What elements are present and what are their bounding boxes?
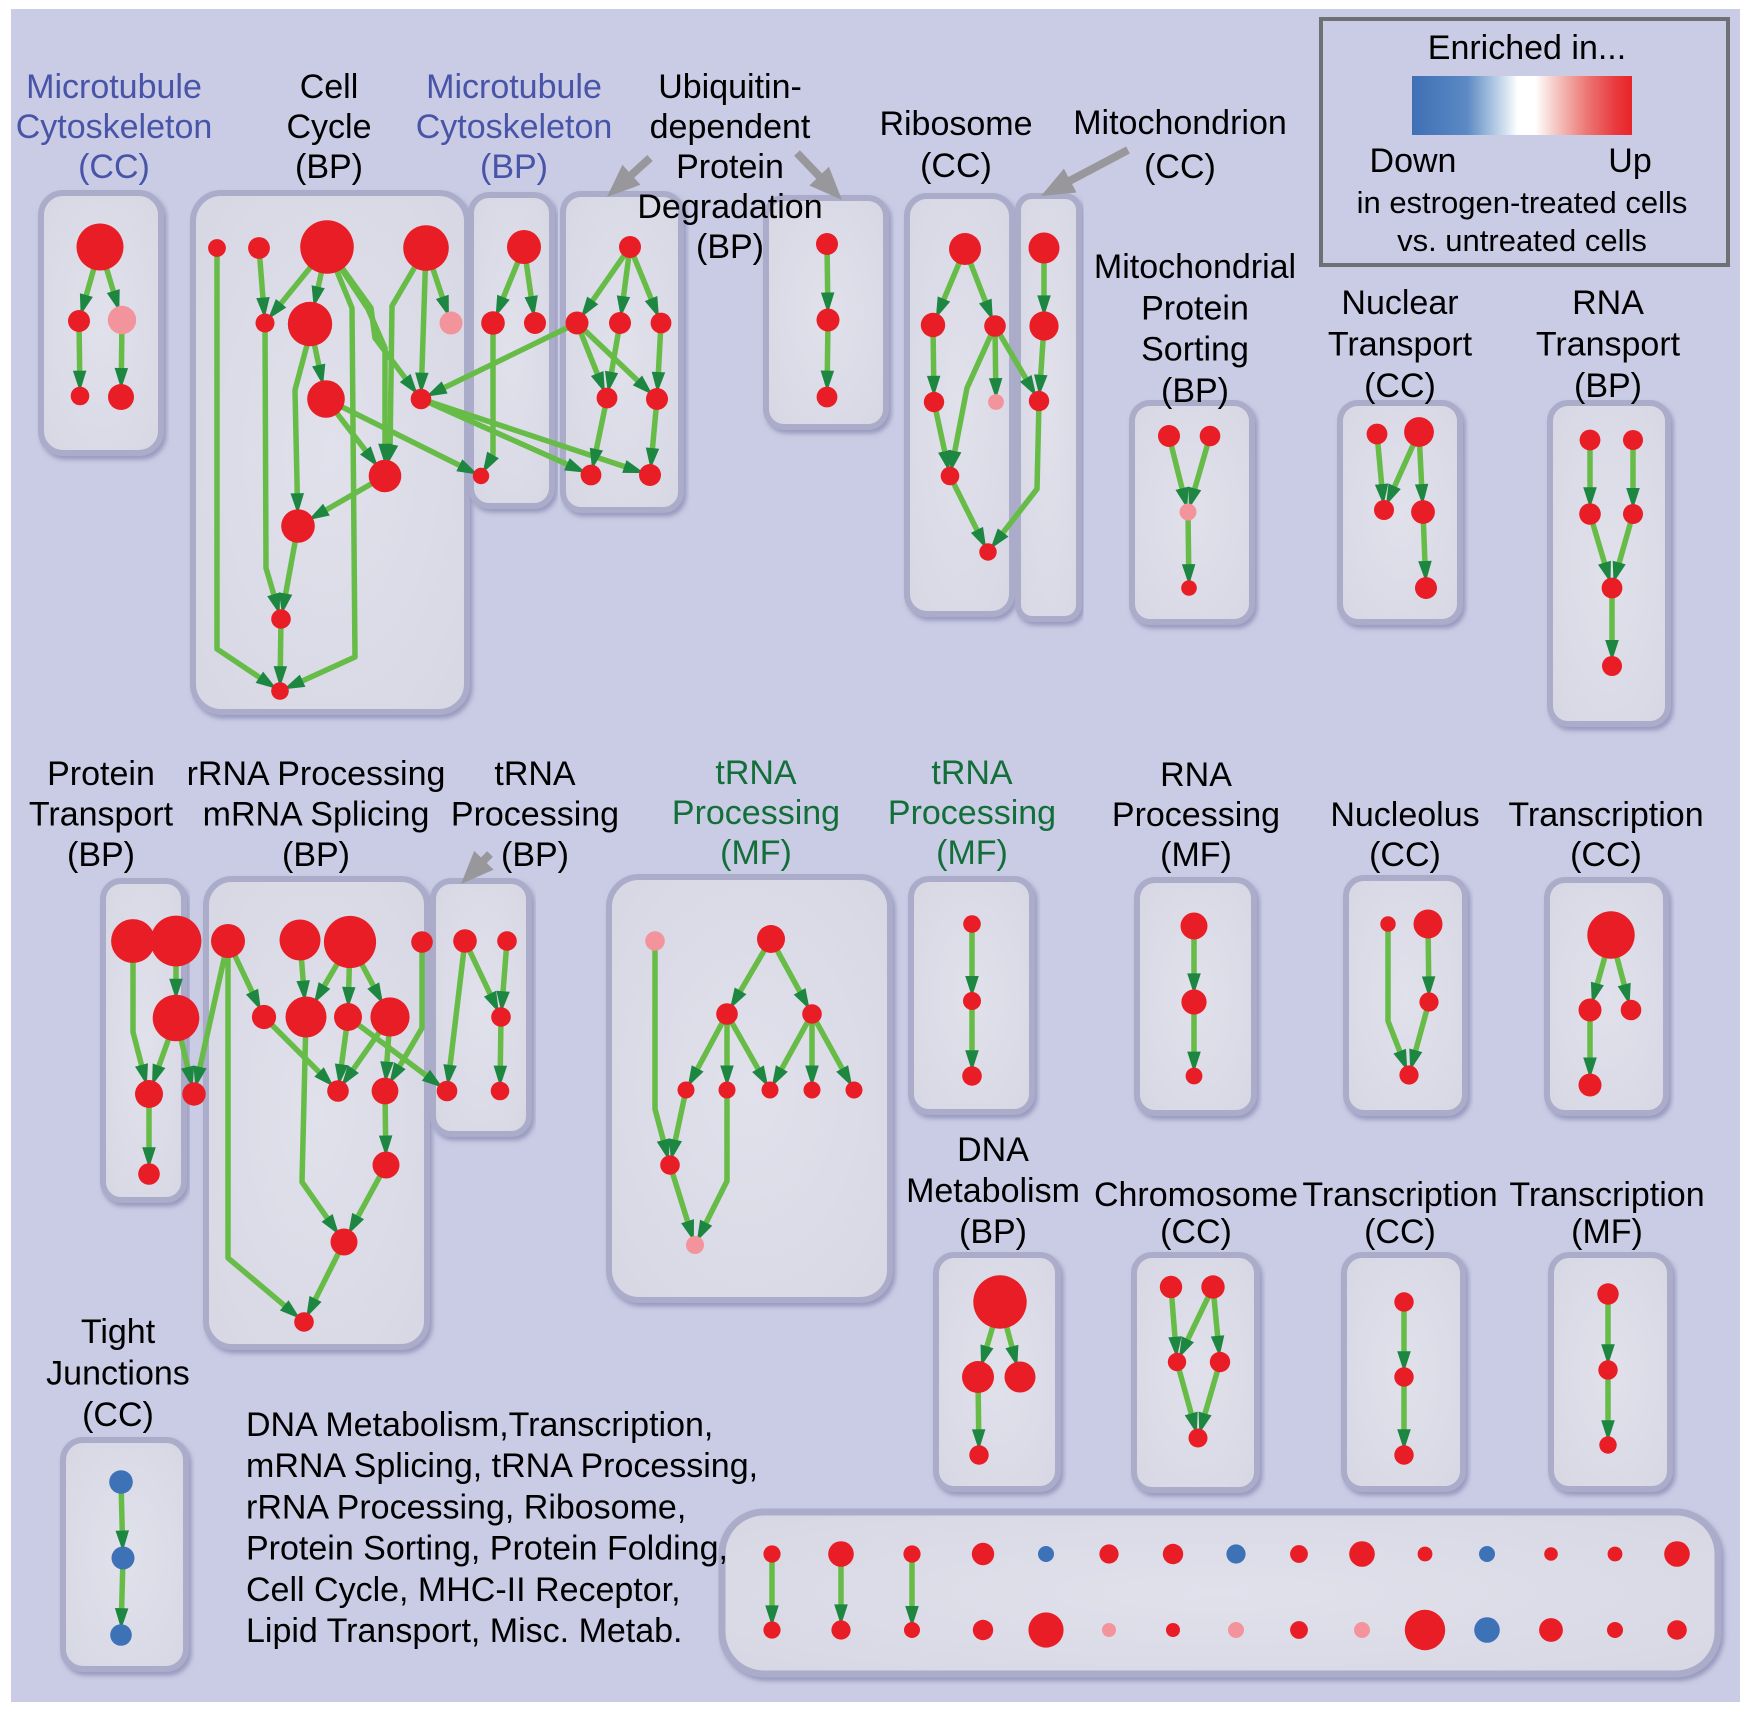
svg-text:mRNA Splicing, tRNA Processing: mRNA Splicing, tRNA Processing, [246, 1447, 758, 1485]
svg-text:(MF): (MF) [936, 834, 1008, 872]
svg-text:Lipid Transport, Misc. Metab.: Lipid Transport, Misc. Metab. [246, 1612, 683, 1650]
svg-text:Transport: Transport [1536, 326, 1681, 364]
svg-text:in estrogen-treated cells: in estrogen-treated cells [1357, 185, 1688, 220]
svg-text:DNA: DNA [957, 1131, 1029, 1169]
svg-text:(CC): (CC) [1570, 836, 1642, 874]
svg-text:tRNA: tRNA [715, 754, 797, 792]
svg-text:Ribosome: Ribosome [879, 105, 1032, 143]
svg-text:(CC): (CC) [1160, 1213, 1232, 1251]
svg-text:(BP): (BP) [295, 148, 363, 186]
svg-text:Cycle: Cycle [286, 108, 371, 146]
svg-text:(CC): (CC) [1144, 148, 1216, 186]
svg-text:Cell Cycle, MHC-II Receptor,: Cell Cycle, MHC-II Receptor, [246, 1571, 681, 1609]
svg-text:Up: Up [1608, 142, 1651, 180]
svg-text:(BP): (BP) [501, 836, 569, 874]
svg-text:Chromosome: Chromosome [1094, 1176, 1298, 1214]
svg-text:Protein: Protein [1141, 289, 1249, 327]
svg-text:Cytoskeleton: Cytoskeleton [16, 108, 213, 146]
svg-text:(BP): (BP) [480, 148, 548, 186]
svg-text:(CC): (CC) [1369, 836, 1441, 874]
svg-text:(CC): (CC) [78, 148, 150, 186]
svg-text:Protein: Protein [676, 148, 784, 186]
svg-text:DNA Metabolism,Transcription,: DNA Metabolism,Transcription, [246, 1406, 713, 1444]
svg-text:Cell: Cell [300, 68, 359, 106]
svg-text:Degradation: Degradation [637, 188, 822, 226]
svg-text:tRNA: tRNA [494, 755, 576, 793]
svg-text:(CC): (CC) [82, 1396, 154, 1434]
svg-text:Metabolism: Metabolism [906, 1172, 1080, 1210]
svg-text:vs. untreated cells: vs. untreated cells [1397, 223, 1647, 258]
svg-text:(BP): (BP) [282, 836, 350, 874]
svg-text:Processing: Processing [888, 794, 1056, 832]
svg-text:RNA: RNA [1572, 284, 1644, 322]
svg-text:Protein Sorting, Protein Foldi: Protein Sorting, Protein Folding, [246, 1530, 728, 1568]
svg-text:(BP): (BP) [696, 228, 764, 266]
svg-text:Ubiquitin-: Ubiquitin- [658, 68, 802, 106]
svg-text:(BP): (BP) [67, 836, 135, 874]
svg-text:(MF): (MF) [1571, 1213, 1643, 1251]
svg-text:RNA: RNA [1160, 756, 1232, 794]
svg-text:Processing: Processing [451, 796, 619, 834]
svg-text:(CC): (CC) [920, 147, 992, 185]
svg-text:Down: Down [1370, 142, 1457, 180]
svg-text:Processing: Processing [672, 794, 840, 832]
svg-text:(BP): (BP) [1161, 372, 1229, 410]
svg-text:Protein: Protein [47, 755, 155, 793]
svg-text:(MF): (MF) [1160, 836, 1232, 874]
svg-text:Cytoskeleton: Cytoskeleton [416, 108, 613, 146]
svg-text:Transcription: Transcription [1508, 796, 1703, 834]
svg-text:rRNA Processing, Ribosome,: rRNA Processing, Ribosome, [246, 1488, 686, 1526]
svg-text:(MF): (MF) [720, 834, 792, 872]
svg-text:(BP): (BP) [959, 1213, 1027, 1251]
svg-text:Mitochondrion: Mitochondrion [1073, 104, 1287, 142]
svg-text:Sorting: Sorting [1141, 331, 1249, 369]
svg-text:Mitochondrial: Mitochondrial [1094, 248, 1296, 286]
svg-text:(CC): (CC) [1364, 367, 1436, 405]
svg-text:Transport: Transport [1328, 326, 1473, 364]
svg-text:Microtubule: Microtubule [26, 68, 202, 106]
svg-text:Transcription: Transcription [1509, 1176, 1704, 1214]
svg-text:(CC): (CC) [1364, 1213, 1436, 1251]
svg-text:Nucleolus: Nucleolus [1330, 796, 1479, 834]
svg-text:rRNA Processing: rRNA Processing [187, 755, 446, 793]
svg-text:tRNA: tRNA [931, 754, 1013, 792]
svg-text:Junctions: Junctions [46, 1355, 190, 1393]
svg-text:Tight: Tight [81, 1313, 156, 1351]
svg-text:dependent: dependent [650, 108, 811, 146]
svg-text:Processing: Processing [1112, 796, 1280, 834]
svg-text:Enriched in...: Enriched in... [1428, 29, 1626, 67]
svg-text:Microtubule: Microtubule [426, 68, 602, 106]
svg-text:Nuclear: Nuclear [1341, 284, 1458, 322]
svg-text:mRNA Splicing: mRNA Splicing [203, 796, 430, 834]
svg-text:(BP): (BP) [1574, 367, 1642, 405]
svg-text:Transcription: Transcription [1302, 1176, 1497, 1214]
svg-text:Transport: Transport [29, 796, 174, 834]
